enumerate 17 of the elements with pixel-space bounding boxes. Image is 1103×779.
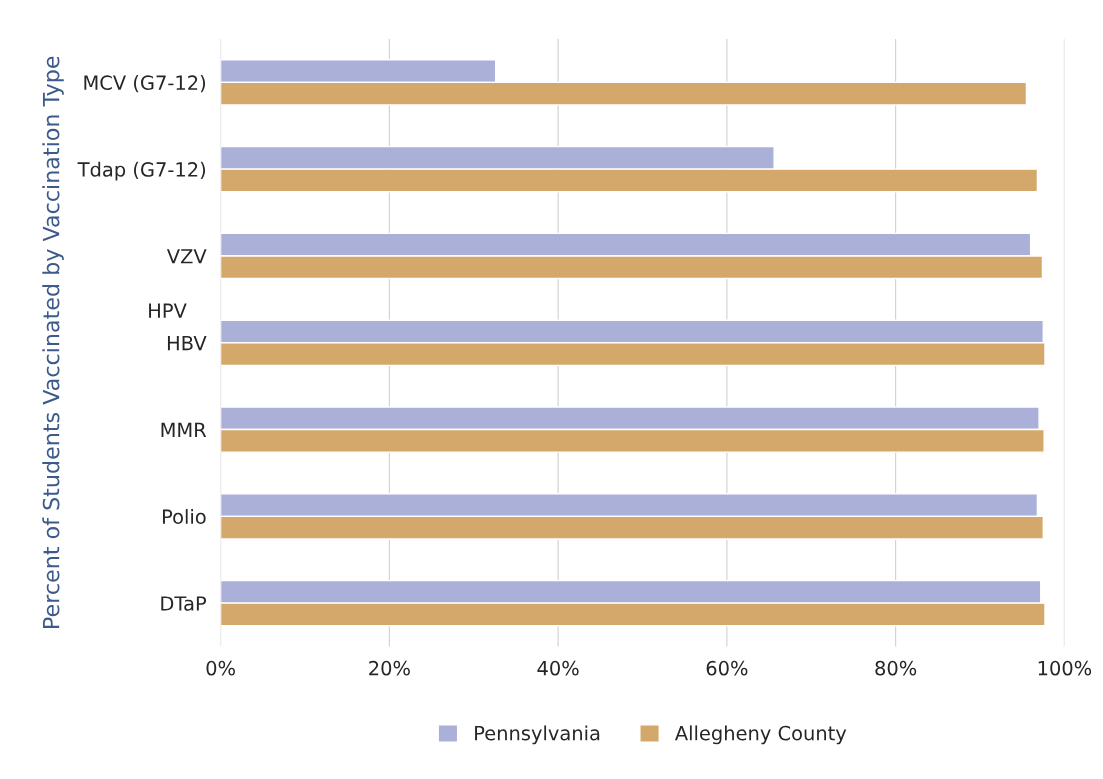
x-tick-label: 60%	[706, 660, 748, 676]
y-tick-label: MCV (G7-12)	[84, 74, 206, 93]
x-tick-label: 80%	[875, 660, 917, 676]
x-tick-label: 40%	[537, 660, 579, 676]
x-tick-label: 20%	[369, 660, 410, 676]
y-axis-title: Percent of Students Vaccinated by Vaccination Type	[42, 56, 64, 628]
x-tick-label: 0%	[206, 660, 235, 676]
legend-label: Allegheny County	[674, 725, 847, 745]
legend-label: Pennsylvania	[475, 725, 600, 745]
y-tick-label: MMR	[161, 422, 207, 437]
y-tick-label: DTaP	[161, 596, 207, 611]
y-tick-label: Tdap (G7-12)	[77, 161, 206, 181]
y-tick-label: HBV	[167, 335, 207, 351]
x-tick-label: 100%	[1038, 660, 1092, 676]
y-tick-label: VZV	[166, 249, 207, 264]
y-tick-label: Polio	[163, 508, 206, 525]
text: HPV	[149, 303, 187, 318]
